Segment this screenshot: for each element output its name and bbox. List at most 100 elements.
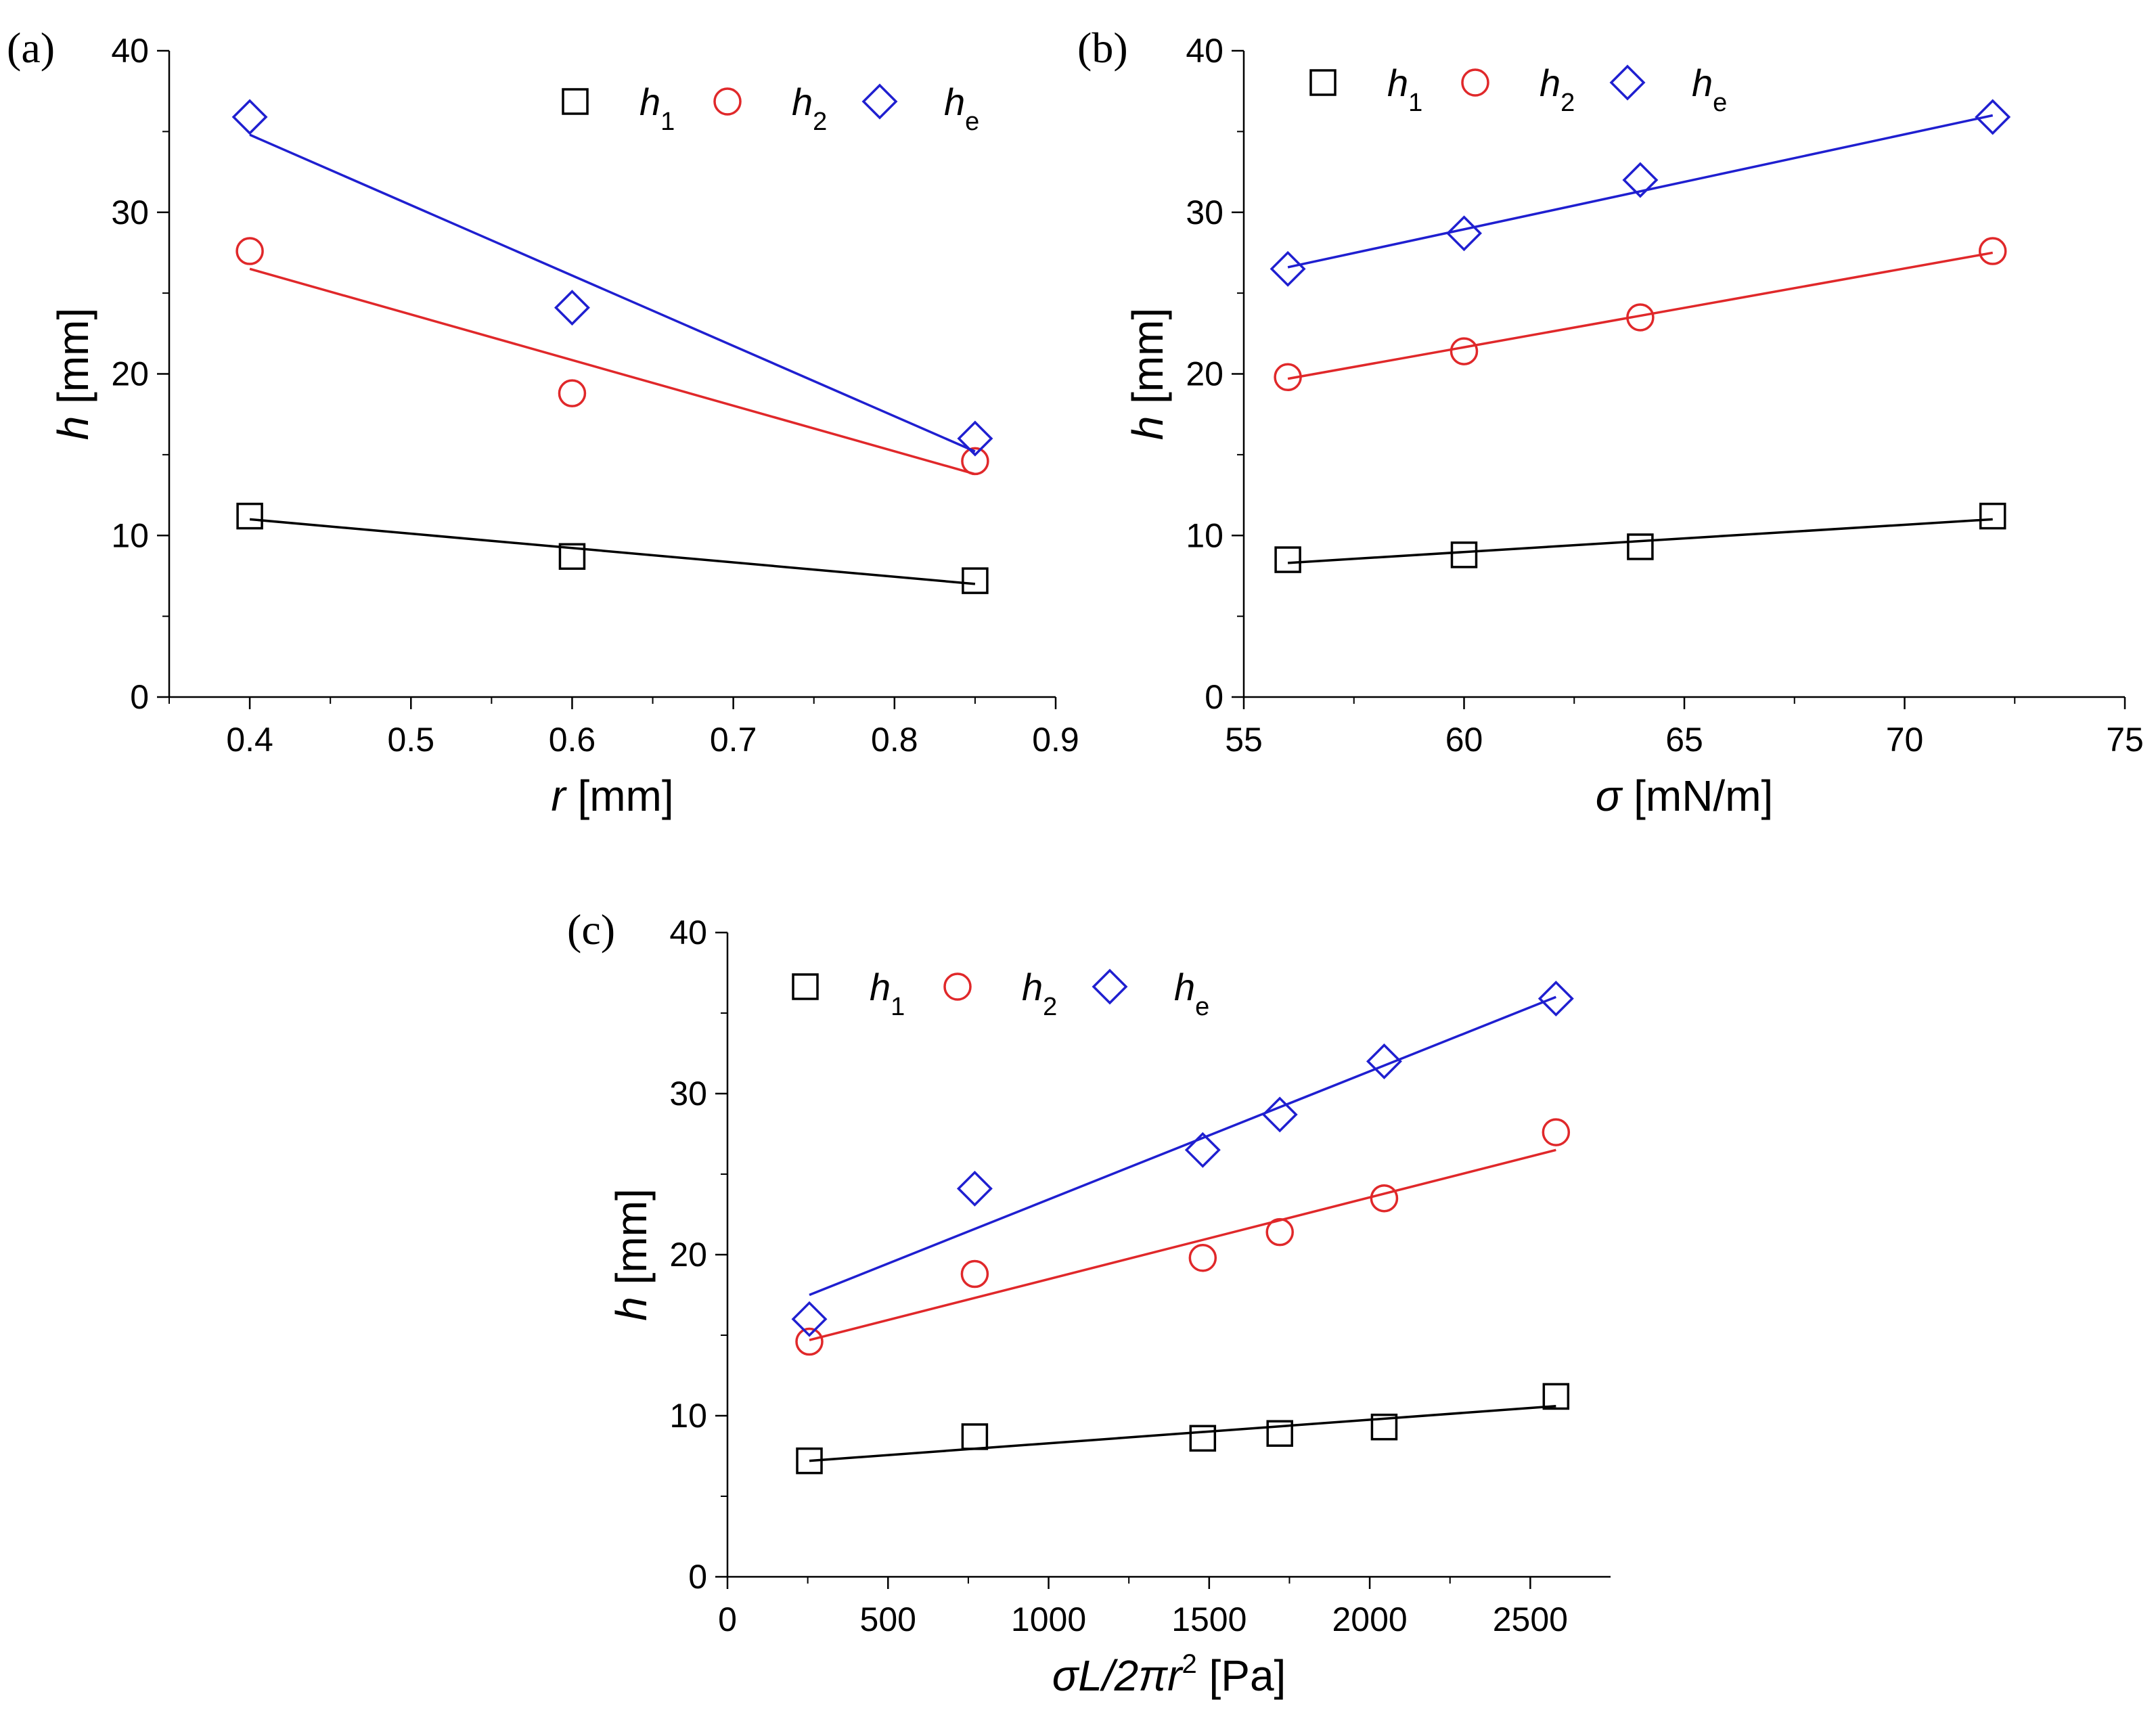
legend-marker-h1 [792, 973, 819, 1000]
data-point-he [1184, 1132, 1221, 1168]
x-tick-label: 0.6 [549, 721, 596, 759]
x-tick-label: 1000 [1011, 1600, 1086, 1638]
legend-marker-h2 [713, 87, 742, 116]
data-point-h1 [1542, 1383, 1570, 1410]
panel-a: 0.4 0.5 0.6 0.7 0.8 0.9 0 10 20 30 40 r [mm] h [mm] (… [7, 24, 1079, 820]
legend-label-he: he [1174, 966, 1209, 1021]
data-point-h1 [1274, 546, 1301, 573]
legend-label-h2: h2 [1540, 62, 1575, 117]
data-point-h2 [1978, 237, 2007, 265]
data-point-h2 [235, 237, 264, 265]
data-point-he [554, 290, 590, 326]
data-point-h2 [961, 447, 989, 476]
x-axis-label: σL/2πr2 [Pa] [1052, 1649, 1286, 1700]
panel-label: (b) [1077, 24, 1128, 72]
data-point-he [1270, 250, 1306, 287]
x-tick-label: 60 [1445, 721, 1483, 759]
data-point-h2 [795, 1327, 824, 1356]
x-tick-label: 0.5 [388, 721, 435, 759]
data-point-h1 [236, 502, 263, 530]
data-point-he [956, 1170, 993, 1207]
data-point-h2 [1542, 1118, 1571, 1146]
data-point-h1 [796, 1447, 823, 1475]
data-point-h1 [961, 1423, 989, 1450]
fit-line-h2 [249, 267, 976, 476]
data-point-he [1446, 215, 1482, 252]
fit-line-he [1287, 114, 1994, 269]
fit-line-h1 [249, 518, 976, 585]
data-point-h2 [1188, 1244, 1217, 1272]
data-point-he [1537, 981, 1574, 1017]
data-point-h1 [1627, 533, 1654, 560]
data-point-h1 [1370, 1413, 1398, 1441]
x-tick-label: 65 [1665, 721, 1703, 759]
y-axis-label: h [mm] [49, 308, 97, 441]
data-point-h2 [960, 1259, 989, 1289]
legend-label-h1: h1 [1387, 62, 1422, 117]
y-tick-label: 0 [130, 678, 149, 716]
fit-line-h2 [1287, 251, 1994, 380]
y-tick-label: 20 [669, 1236, 707, 1274]
y-tick-label: 40 [1186, 32, 1223, 70]
data-point-he [1366, 1043, 1402, 1079]
y-tick-label: 10 [111, 516, 149, 554]
panel-b: 55 60 65 70 75 0 10 20 30 40 σ [mN/m] h [mm] (b) h1 h2… [1077, 24, 2144, 820]
data-point-he [1975, 99, 2011, 135]
panel-label: (c) [567, 905, 615, 954]
x-tick-label: 55 [1225, 721, 1263, 759]
y-tick-label: 0 [688, 1558, 707, 1596]
y-tick-label: 30 [669, 1075, 707, 1113]
x-tick-label: 500 [860, 1600, 916, 1638]
x-tick-label: 0.4 [226, 721, 273, 759]
x-tick-label: 1500 [1171, 1600, 1247, 1638]
x-tick-label: 0.9 [1032, 721, 1079, 759]
x-tick-label: 0.7 [710, 721, 757, 759]
data-point-h1 [962, 567, 989, 594]
data-point-h1 [558, 543, 586, 570]
x-tick-label: 2500 [1493, 1600, 1568, 1638]
data-point-he [791, 1301, 828, 1337]
y-tick-label: 40 [111, 32, 149, 70]
legend: h1 h2 he [792, 966, 1209, 1021]
fit-line-h1 [1287, 518, 1993, 564]
panel-label: (a) [7, 24, 55, 72]
legend-label-h2: h2 [792, 81, 827, 136]
data-point-h2 [1265, 1217, 1294, 1247]
data-point-h2 [558, 379, 587, 407]
legend-label-h1: h1 [639, 81, 675, 136]
data-point-h1 [1979, 502, 2006, 530]
legend-marker-he [861, 83, 898, 120]
y-tick-label: 20 [1186, 355, 1223, 393]
x-tick-label: 0.8 [871, 721, 918, 759]
legend-marker-h2 [1461, 68, 1489, 97]
legend-label-he: he [944, 81, 979, 136]
legend-marker-he [1609, 64, 1646, 101]
legend-marker-h1 [1309, 69, 1337, 96]
y-axis-label: h [mm] [1123, 308, 1172, 441]
data-point-he [1261, 1096, 1298, 1133]
legend-marker-h2 [943, 972, 972, 1001]
panel-c: 0 500 1000 1500 2000 2500 0 10 20 30 40 σL/2πr2 [Pa… [567, 905, 1611, 1700]
y-tick-label: 20 [111, 355, 149, 393]
data-point-h1 [1189, 1425, 1217, 1452]
x-axis-label: r [mm] [551, 771, 673, 820]
y-tick-label: 10 [1186, 516, 1223, 554]
data-point-he [957, 420, 993, 457]
data-point-h1 [1266, 1420, 1293, 1447]
legend: h1 h2 he [562, 81, 979, 136]
legend-marker-h1 [562, 88, 589, 115]
data-point-h1 [1450, 541, 1478, 568]
y-tick-label: 0 [1205, 678, 1223, 716]
fit-line-h2 [809, 1148, 1556, 1341]
fit-line-h1 [809, 1404, 1556, 1462]
x-tick-label: 0 [718, 1600, 737, 1638]
x-tick-label: 75 [2106, 721, 2144, 759]
x-axis-label: σ [mN/m] [1596, 771, 1774, 820]
data-point-h2 [1626, 303, 1655, 332]
y-tick-label: 10 [669, 1397, 707, 1435]
y-axis-label: h [mm] [607, 1188, 656, 1321]
legend-marker-he [1092, 968, 1128, 1005]
legend-label-he: he [1692, 62, 1727, 117]
data-point-he [1622, 162, 1659, 198]
